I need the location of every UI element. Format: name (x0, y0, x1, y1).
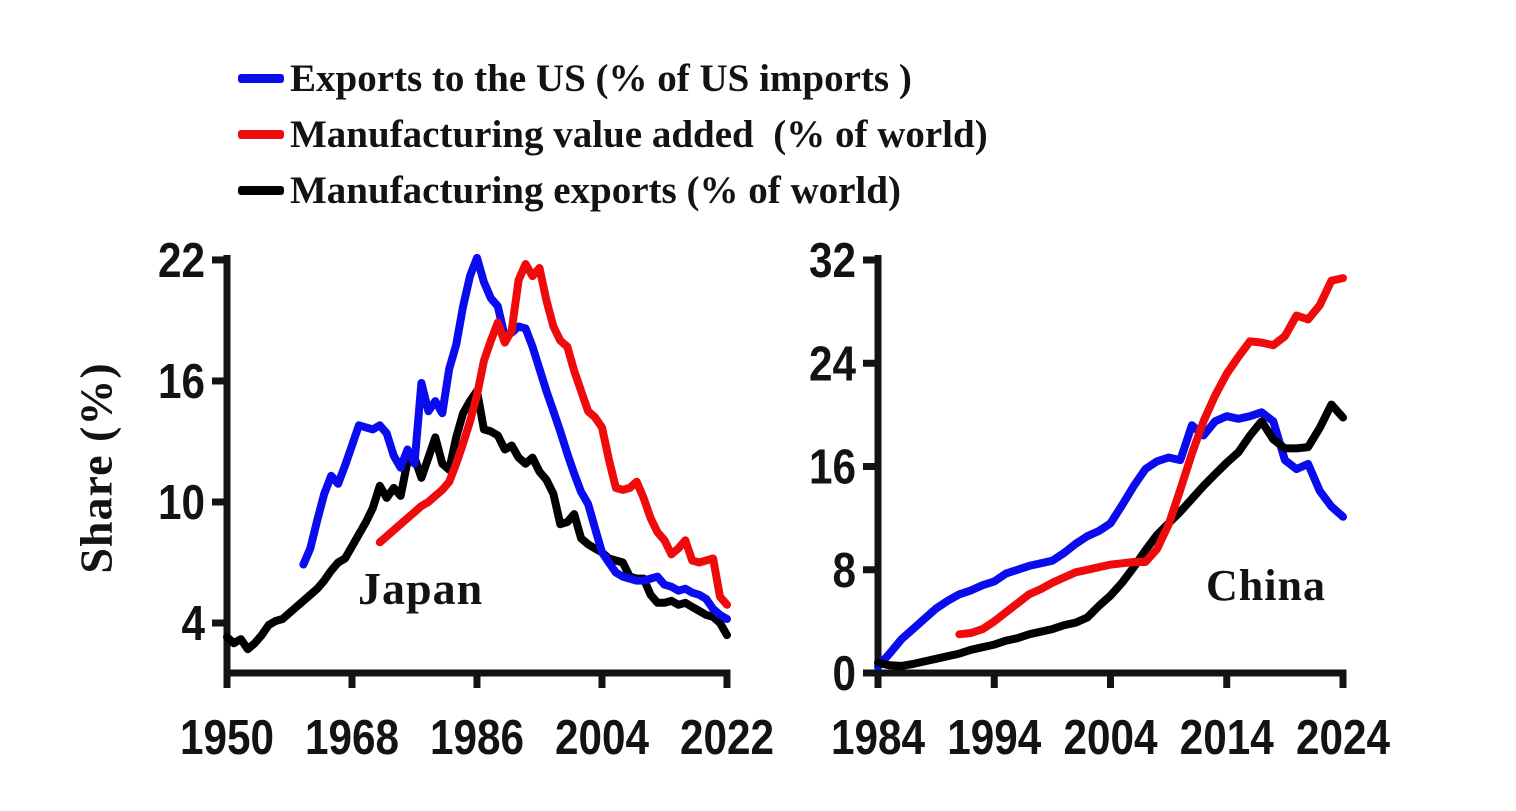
china-x-tick-label-2014: 2014 (1180, 711, 1274, 765)
japan-y-axis (223, 255, 231, 677)
japan-y-tick-label-16: 16 (158, 355, 205, 409)
japan-y-tick-label-4: 4 (182, 597, 206, 651)
china-x-tick-label-1994: 1994 (947, 711, 1041, 765)
china-panel: 1984 1994 2004 2014 2024 32 24 16 8 0 (809, 234, 1390, 765)
china-panel-label: China (1206, 561, 1326, 610)
legend-item-exports-to-us: Exports to the US (% of US imports ) (238, 50, 988, 106)
japan-x-tick-label-1968: 1968 (305, 711, 399, 765)
legend-item-mfg-exports: Manufacturing exports (% of world) (238, 162, 988, 218)
legend-item-mfg-value-added: Manufacturing value added (% of world) (238, 106, 988, 162)
japan-x-tick-label-1950: 1950 (180, 711, 274, 765)
china-y-tick-label-32: 32 (809, 234, 856, 288)
china-y-tick-label-0: 0 (833, 647, 857, 701)
japan-y-tick-label-10: 10 (158, 476, 205, 530)
china-x-tick-label-1984: 1984 (831, 711, 925, 765)
japan-panel: 1950 1968 1986 2004 2022 22 16 10 4 (158, 234, 774, 765)
japan-x-tick-label-2004: 2004 (555, 711, 649, 765)
legend-label-mfg-value-added: Manufacturing value added (% of world) (290, 112, 988, 156)
japan-y-tick-label-22: 22 (158, 234, 205, 288)
japan-x-tick-label-2022: 2022 (680, 711, 774, 765)
legend-label-mfg-exports: Manufacturing exports (% of world) (290, 168, 901, 212)
china-y-tick-label-16: 16 (809, 441, 856, 495)
china-series-us-imports-share-line (874, 408, 1347, 671)
china-series-mfg-value-added-line (955, 274, 1347, 639)
china-series-mfg-exports-line (874, 400, 1347, 670)
japan-series-mfg-value-added-line (375, 260, 731, 609)
china-y-tick-label-8: 8 (833, 544, 857, 598)
china-x-tick-label-2024: 2024 (1296, 711, 1390, 765)
y-axis-title: Share (%) (70, 362, 122, 574)
japan-panel-label: Japan (358, 563, 484, 614)
japan-x-tick-label-1986: 1986 (430, 711, 524, 765)
china-y-tick-label-24: 24 (809, 337, 856, 391)
legend-swatch-blue-icon (238, 73, 284, 83)
legend-swatch-red-icon (238, 129, 284, 139)
legend: Exports to the US (% of US imports ) Man… (238, 50, 988, 218)
legend-swatch-black-icon (238, 185, 284, 195)
legend-label-exports-to-us: Exports to the US (% of US imports ) (290, 56, 912, 100)
china-x-tick-label-2004: 2004 (1064, 711, 1158, 765)
